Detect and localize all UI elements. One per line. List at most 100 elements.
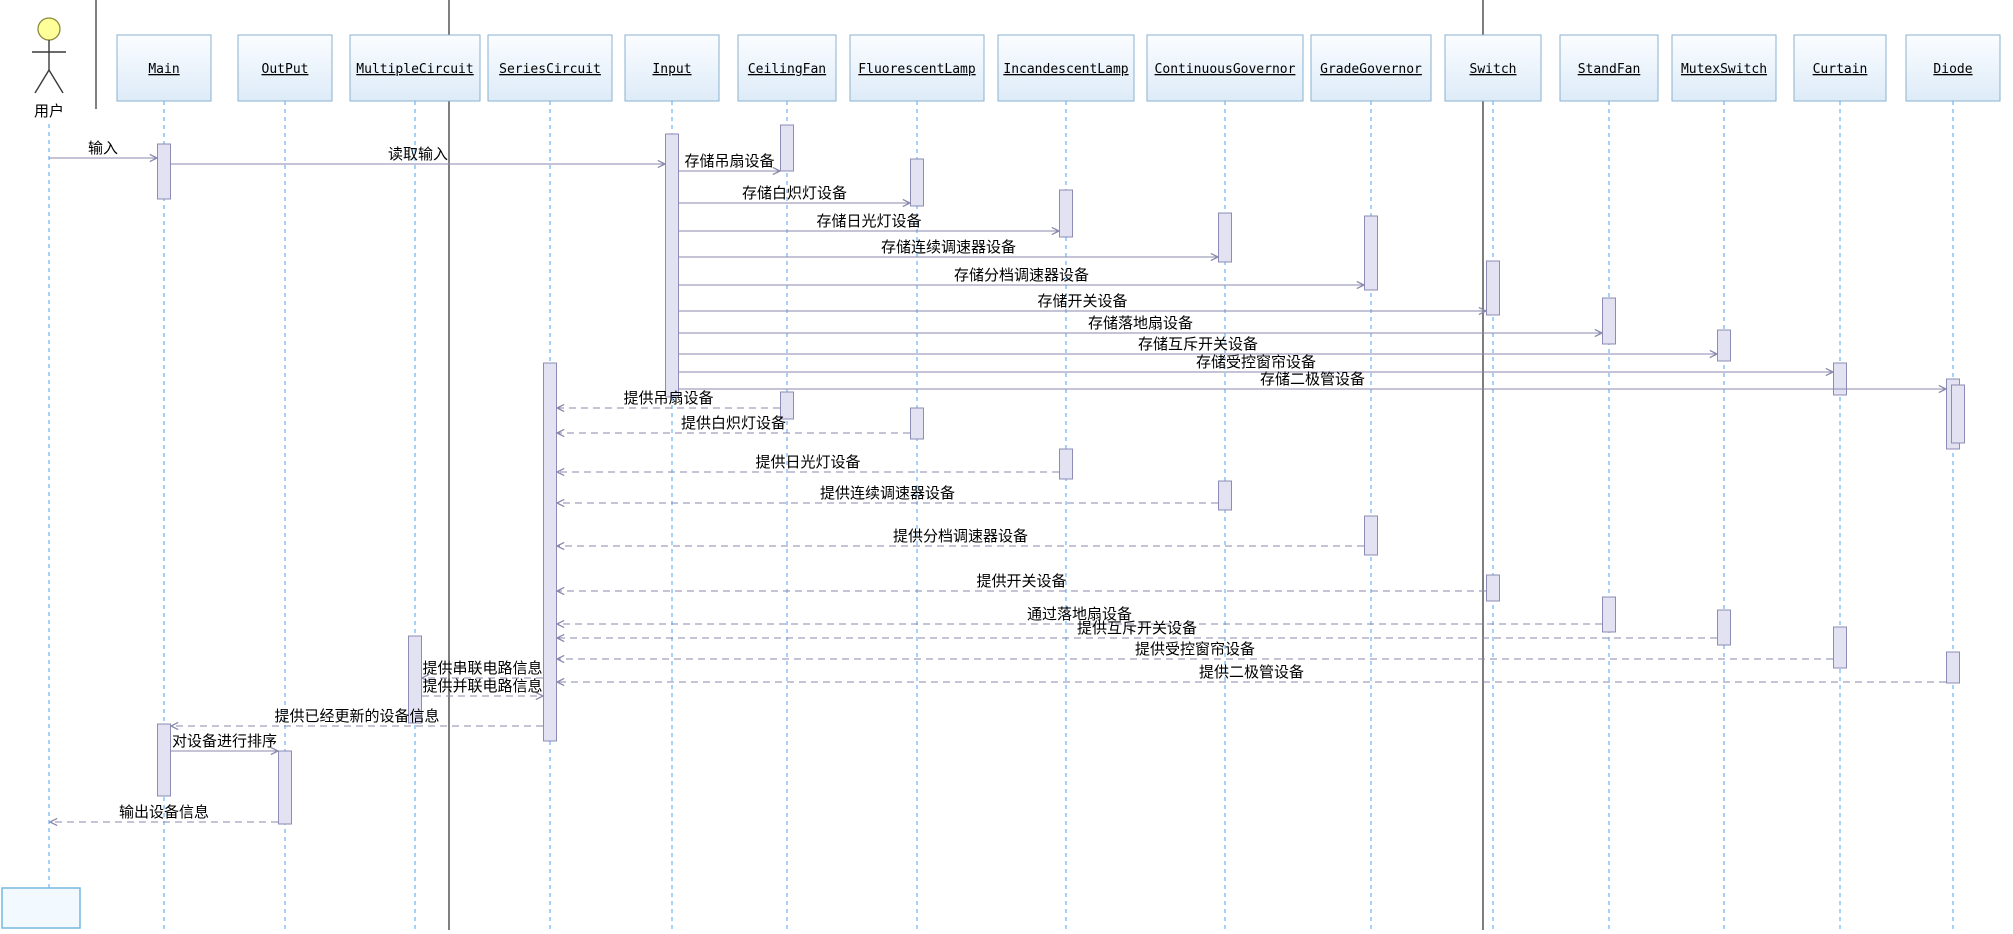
participant-name-Input: Input bbox=[652, 62, 691, 77]
message-2: 存储吊扇设备 bbox=[679, 152, 780, 171]
message-16: 提供分档调速器设备 bbox=[557, 527, 1364, 546]
participant-name-Switch: Switch bbox=[1470, 62, 1517, 77]
message-3: 存储白炽灯设备 bbox=[679, 184, 910, 203]
participant-name-CeilingFan: CeilingFan bbox=[748, 62, 826, 77]
activation-bar-Curtain-23 bbox=[1833, 626, 1847, 669]
message-label-7: 存储开关设备 bbox=[1037, 292, 1127, 310]
participant-CeilingFan: CeilingFan bbox=[737, 34, 837, 102]
actor-label: 用户 bbox=[34, 102, 64, 120]
message-label-14: 提供日光灯设备 bbox=[755, 453, 860, 471]
participant-Diode: Diode bbox=[1905, 34, 2001, 102]
participant-box-FluorescentLamp bbox=[849, 34, 985, 102]
participant-name-IncandescentLamp: IncandescentLamp bbox=[1003, 62, 1128, 77]
activation-bar-OutPut-2 bbox=[278, 750, 292, 825]
activation-bar-MutexSwitch-20 bbox=[1717, 329, 1731, 362]
participant-name-ContinuousGovernor: ContinuousGovernor bbox=[1155, 62, 1296, 77]
participant-box-MultipleCircuit bbox=[349, 34, 481, 102]
message-15: 提供连续调速器设备 bbox=[557, 484, 1218, 503]
actor-left-leg bbox=[34, 69, 50, 94]
message-label-12: 提供吊扇设备 bbox=[623, 389, 713, 407]
activation-bar-Switch-16 bbox=[1486, 260, 1500, 316]
message-label-20: 提供受控窗帘设备 bbox=[1135, 640, 1255, 658]
activation-bar-IncandescentLamp-10 bbox=[1059, 189, 1073, 238]
message-label-22: 提供二极管设备 bbox=[1199, 663, 1304, 681]
activation-bar-FluorescentLamp-8 bbox=[910, 158, 924, 207]
message-label-19: 提供互斥开关设备 bbox=[1077, 619, 1197, 637]
activation-bar-Diode-26 bbox=[1946, 651, 1960, 684]
message-label-5: 存储连续调速器设备 bbox=[881, 238, 1016, 256]
participant-OutPut: OutPut bbox=[237, 34, 333, 102]
message-label-25: 对设备进行排序 bbox=[172, 732, 277, 750]
activation-bar-Main-0 bbox=[157, 143, 171, 200]
message-label-15: 提供连续调速器设备 bbox=[820, 484, 955, 502]
message-6: 存储分档调速器设备 bbox=[679, 266, 1364, 285]
participant-box-GradeGovernor bbox=[1310, 34, 1432, 102]
activation-bar-IncandescentLamp-11 bbox=[1059, 448, 1073, 480]
participant-box-Main bbox=[116, 34, 212, 102]
participant-name-MutexSwitch: MutexSwitch bbox=[1681, 62, 1767, 77]
message-label-16: 提供分档调速器设备 bbox=[893, 527, 1028, 545]
message-0: 输入 bbox=[49, 139, 157, 158]
message-label-21: 提供串联电路信息 bbox=[422, 659, 542, 677]
message-22: 提供二极管设备 bbox=[557, 663, 1946, 682]
activation-bar-ContinuousGovernor-13 bbox=[1218, 480, 1232, 511]
message-19: 提供互斥开关设备 bbox=[557, 619, 1717, 638]
participant-box-Curtain bbox=[1793, 34, 1887, 102]
message-21: 提供串联电路信息 bbox=[422, 659, 543, 678]
participant-box-Diode bbox=[1905, 34, 2001, 102]
activation-bar-Switch-17 bbox=[1486, 574, 1500, 602]
participant-box-StandFan bbox=[1559, 34, 1659, 102]
activation-bar-StandFan-19 bbox=[1602, 596, 1616, 633]
message-label-10: 存储受控窗帘设备 bbox=[1196, 353, 1316, 371]
participant-box-IncandescentLamp bbox=[997, 34, 1135, 102]
activation-bar-GradeGovernor-15 bbox=[1364, 515, 1378, 556]
message-17: 提供开关设备 bbox=[557, 572, 1486, 591]
message-label-6: 存储分档调速器设备 bbox=[954, 266, 1089, 284]
message-13: 提供白炽灯设备 bbox=[557, 414, 910, 433]
participant-name-Curtain: Curtain bbox=[1813, 62, 1868, 77]
participant-box-ContinuousGovernor bbox=[1146, 34, 1304, 102]
actor-right-leg bbox=[48, 69, 64, 94]
message-label-9: 存储互斥开关设备 bbox=[1138, 335, 1258, 353]
message-4: 存储日光灯设备 bbox=[679, 212, 1059, 231]
participant-Curtain: Curtain bbox=[1793, 34, 1887, 102]
participant-name-OutPut: OutPut bbox=[262, 62, 309, 77]
message-label-1: 读取输入 bbox=[388, 145, 448, 163]
message-20: 提供受控窗帘设备 bbox=[557, 640, 1833, 659]
message-label-0: 输入 bbox=[88, 139, 118, 157]
message-label-23: 提供并联电路信息 bbox=[422, 677, 542, 695]
activation-bar-ContinuousGovernor-12 bbox=[1218, 212, 1232, 263]
participant-name-Main: Main bbox=[148, 62, 179, 77]
participant-IncandescentLamp: IncandescentLamp bbox=[997, 34, 1135, 102]
participant-MutexSwitch: MutexSwitch bbox=[1671, 34, 1777, 102]
message-14: 提供日光灯设备 bbox=[557, 453, 1059, 472]
message-5: 存储连续调速器设备 bbox=[679, 238, 1218, 257]
participant-name-Diode: Diode bbox=[1933, 62, 1972, 77]
participant-box-CeilingFan bbox=[737, 34, 837, 102]
participant-box-MutexSwitch bbox=[1671, 34, 1777, 102]
actor-figure: 用户 bbox=[32, 17, 66, 120]
message-12: 提供吊扇设备 bbox=[557, 389, 780, 408]
message-label-17: 提供开关设备 bbox=[976, 572, 1066, 590]
message-24: 提供已经更新的设备信息 bbox=[171, 707, 543, 726]
message-23: 提供并联电路信息 bbox=[422, 677, 543, 696]
participant-box-Switch bbox=[1444, 34, 1542, 102]
activation-bar-Input-5 bbox=[665, 133, 679, 398]
participant-box-OutPut bbox=[237, 34, 333, 102]
activation-bar-CeilingFan-7 bbox=[780, 391, 794, 420]
activation-bar-SeriesCircuit-4 bbox=[543, 362, 557, 742]
activation-bar-StandFan-18 bbox=[1602, 297, 1616, 345]
activation-bar-Diode-25 bbox=[1951, 384, 1965, 444]
participant-FluorescentLamp: FluorescentLamp bbox=[849, 34, 985, 102]
message-25: 对设备进行排序 bbox=[171, 732, 278, 751]
activation-bar-FluorescentLamp-9 bbox=[910, 407, 924, 440]
participant-StandFan: StandFan bbox=[1559, 34, 1659, 102]
participant-ContinuousGovernor: ContinuousGovernor bbox=[1146, 34, 1304, 102]
message-label-11: 存储二极管设备 bbox=[1260, 370, 1365, 388]
message-label-8: 存储落地扇设备 bbox=[1088, 314, 1193, 332]
message-label-3: 存储白炽灯设备 bbox=[742, 184, 847, 202]
participant-MultipleCircuit: MultipleCircuit bbox=[349, 34, 481, 102]
activation-bar-Main-1 bbox=[157, 723, 171, 797]
